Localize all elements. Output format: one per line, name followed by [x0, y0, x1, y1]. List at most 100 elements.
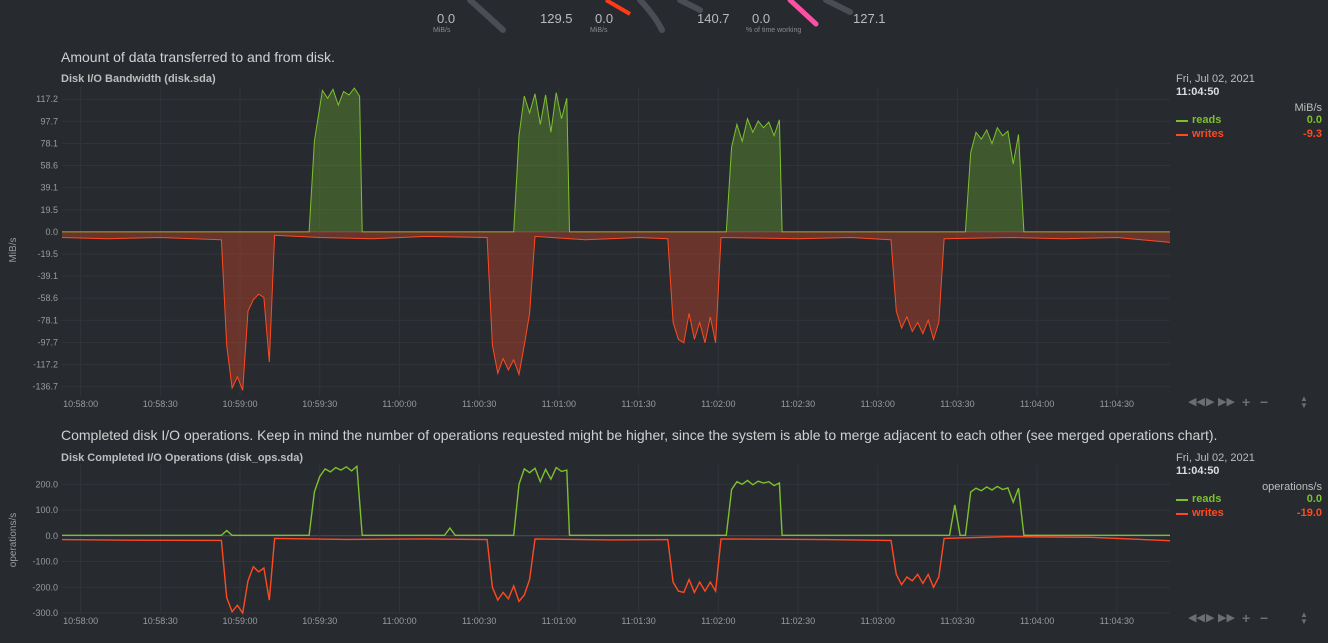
series-line-writes — [61, 535, 1171, 615]
legend-unit: operations/s — [1262, 481, 1322, 493]
y-tick-label: -100.0 — [32, 557, 58, 567]
y-tick-label: 117.2 — [36, 94, 58, 104]
chart-legend: Fri, Jul 02, 2021 11:04:50 operations/s … — [1176, 452, 1322, 521]
y-axis-label: MiB/s — [8, 238, 19, 263]
y-tick-label: 200.0 — [35, 479, 58, 489]
legend-row-writes[interactable]: writes -9.3 — [1176, 128, 1322, 142]
x-tick-label: 11:02:30 — [781, 399, 815, 409]
legend-series-name: reads — [1192, 114, 1222, 126]
y-tick-label: -39.1 — [37, 271, 58, 281]
legend-series-value: -19.0 — [1296, 507, 1322, 519]
y-tick-label: -117.2 — [33, 360, 58, 370]
x-tick-label: 11:03:00 — [861, 616, 895, 626]
legend-series-value: 0.0 — [1306, 114, 1322, 126]
x-tick-label: 10:58:00 — [63, 616, 98, 626]
y-axis-label: operations/s — [8, 513, 19, 567]
x-tick-label: 11:04:30 — [1100, 616, 1134, 626]
series-line-reads — [62, 87, 1170, 233]
x-tick-label: 11:02:00 — [701, 399, 735, 409]
y-tick-label: 97.7 — [40, 116, 58, 126]
legend-swatch — [1176, 120, 1188, 122]
legend-row-reads[interactable]: reads 0.0 — [1176, 114, 1322, 128]
pan-right-icon[interactable]: ▶▶ — [1218, 396, 1235, 408]
zoom-out-icon[interactable]: − — [1260, 394, 1269, 410]
legend-series-name: writes — [1192, 507, 1224, 519]
pan-left-icon[interactable]: ◀◀ — [1188, 612, 1205, 624]
y-tick-label: 39.1 — [40, 183, 58, 193]
legend-series-name: writes — [1192, 128, 1224, 140]
y-tick-label: 58.6 — [40, 161, 58, 171]
y-tick-label: -136.7 — [32, 382, 58, 392]
gauges-strip: 0.0 MiB/s 129.5 0.0 MiB/s 140.7 0.0 % of… — [0, 0, 1328, 40]
x-tick-label: 10:58:30 — [143, 399, 178, 409]
zoom-in-icon[interactable]: + — [1242, 394, 1251, 410]
gauge-unit: MiB/s — [433, 27, 451, 34]
zoom-out-icon[interactable]: − — [1260, 610, 1269, 626]
x-tick-label: 11:02:00 — [701, 616, 735, 626]
gauge-arc — [637, 0, 665, 33]
series-area-reads — [62, 88, 1170, 232]
y-tick-label: 0.0 — [45, 227, 58, 237]
chart-description: Completed disk I/O operations. Keep in m… — [61, 427, 1218, 443]
play-icon[interactable]: ▶ — [1206, 396, 1215, 408]
y-tick-label: -97.7 — [37, 337, 58, 347]
legend-row-writes[interactable]: writes -19.0 — [1176, 507, 1322, 521]
resize-handle-icon[interactable]: ▲ ▼ — [1300, 610, 1308, 626]
gauge-arc — [823, 0, 853, 15]
x-tick-label: 11:01:00 — [542, 399, 576, 409]
x-tick-label: 11:03:00 — [861, 399, 895, 409]
y-tick-label: -58.6 — [37, 293, 58, 303]
x-tick-label: 11:00:30 — [462, 616, 496, 626]
bandwidth-chart[interactable]: 117.2 97.7 78.1 58.6 39.1 19.5 0.0 -19.5 -39.1 -5… — [0, 0, 1175, 420]
pan-right-icon[interactable]: ▶▶ — [1218, 612, 1235, 624]
chart-toolbar: ◀◀ ▶ ▶▶ + − ▲ ▼ — [1188, 610, 1328, 626]
resize-handle-icon[interactable]: ▲ ▼ — [1300, 394, 1308, 410]
x-tick-label: 11:02:30 — [781, 616, 815, 626]
y-tick-label: -300.0 — [32, 608, 58, 618]
gauge-value: 0.0 — [437, 11, 456, 26]
x-tick-label: 10:59:00 — [223, 616, 258, 626]
gauge-needle — [604, 0, 632, 16]
x-tick-label: 11:01:30 — [621, 616, 655, 626]
x-tick-label: 10:59:00 — [223, 399, 258, 409]
y-tick-label: -19.5 — [37, 249, 58, 259]
x-tick-label: 11:01:30 — [621, 399, 655, 409]
play-icon[interactable]: ▶ — [1206, 612, 1215, 624]
legend-time: 11:04:50 — [1176, 86, 1220, 98]
y-tick-label: 100.0 — [35, 505, 58, 515]
x-tick-label: 11:00:00 — [382, 616, 416, 626]
gauge-arcs — [467, 0, 853, 33]
x-tick-label: 11:03:30 — [940, 399, 974, 409]
zoom-in-icon[interactable]: + — [1242, 610, 1251, 626]
gauge-arc — [467, 0, 506, 33]
legend-row-reads[interactable]: reads 0.0 — [1176, 493, 1322, 507]
legend-unit: MiB/s — [1294, 102, 1323, 114]
x-tick-label: 10:58:00 — [63, 399, 98, 409]
gauge-needle — [787, 0, 819, 27]
legend-series-value: 0.0 — [1306, 493, 1322, 505]
legend-date: Fri, Jul 02, 2021 — [1176, 73, 1255, 85]
x-tick-label: 11:03:30 — [940, 616, 974, 626]
y-tick-label: 19.5 — [40, 205, 58, 215]
y-tick-label: -78.1 — [37, 315, 58, 325]
gauge-value: 0.0 — [595, 11, 614, 26]
gauge-value: 0.0 — [752, 11, 771, 26]
legend-series-name: reads — [1192, 493, 1222, 505]
y-tick-label: 0.0 — [45, 531, 58, 541]
pan-left-icon[interactable]: ◀◀ — [1188, 396, 1205, 408]
x-tick-label: 10:58:30 — [143, 616, 178, 626]
x-tick-label: 10:59:30 — [302, 399, 337, 409]
gauge-max: 140.7 — [697, 11, 730, 26]
legend-date: Fri, Jul 02, 2021 — [1176, 452, 1255, 464]
chart-description: Amount of data transferred to and from d… — [61, 49, 335, 65]
chart-title: Disk I/O Bandwidth (disk.sda) — [61, 73, 216, 85]
x-tick-label: 11:04:00 — [1020, 616, 1054, 626]
y-tick-label: 78.1 — [40, 138, 58, 148]
gauge-unit: MiB/s — [590, 27, 608, 34]
chart-title: Disk Completed I/O Operations (disk_ops.… — [61, 452, 304, 464]
y-tick-label: -200.0 — [32, 582, 58, 592]
legend-swatch — [1176, 513, 1188, 515]
gauge-max: 129.5 — [540, 11, 573, 26]
x-tick-label: 11:01:00 — [542, 616, 576, 626]
